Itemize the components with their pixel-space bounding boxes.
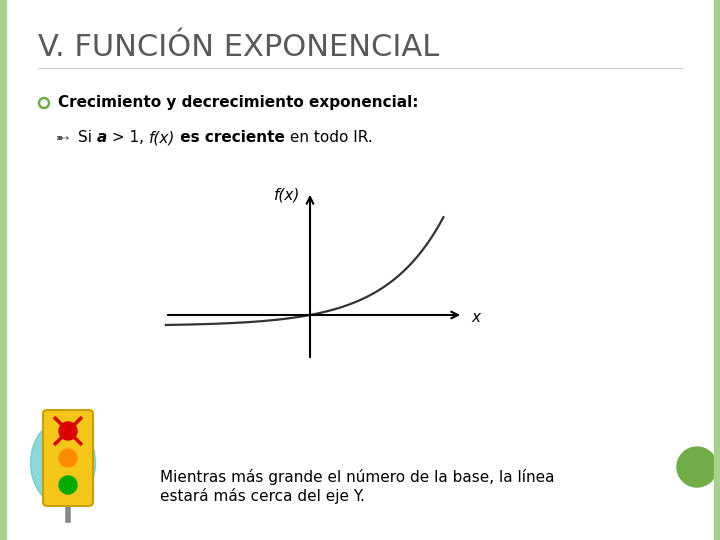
Circle shape [677, 447, 717, 487]
Ellipse shape [30, 421, 96, 505]
Text: en todo IR.: en todo IR. [285, 131, 373, 145]
Circle shape [59, 476, 77, 494]
Text: > 1,: > 1, [107, 131, 149, 145]
Text: ➸: ➸ [56, 129, 70, 147]
Circle shape [59, 449, 77, 467]
Circle shape [59, 422, 77, 440]
Bar [0, 0, 6, 540]
Text: Si: Si [78, 131, 97, 145]
Text: estará más cerca del eje Y.: estará más cerca del eje Y. [160, 488, 365, 504]
Text: Crecimiento y decrecimiento exponencial:: Crecimiento y decrecimiento exponencial: [58, 96, 418, 111]
Bar [714, 0, 720, 540]
Text: x: x [471, 309, 480, 325]
Text: V. FUNCIÓN EXPONENCIAL: V. FUNCIÓN EXPONENCIAL [38, 33, 439, 63]
FancyBboxPatch shape [43, 410, 93, 506]
Text: Mientras más grande el número de la base, la línea: Mientras más grande el número de la base… [160, 469, 554, 485]
Text: es creciente: es creciente [176, 131, 285, 145]
Text: a: a [97, 131, 107, 145]
Text: f(x): f(x) [274, 187, 300, 202]
Text: f(x): f(x) [149, 131, 176, 145]
